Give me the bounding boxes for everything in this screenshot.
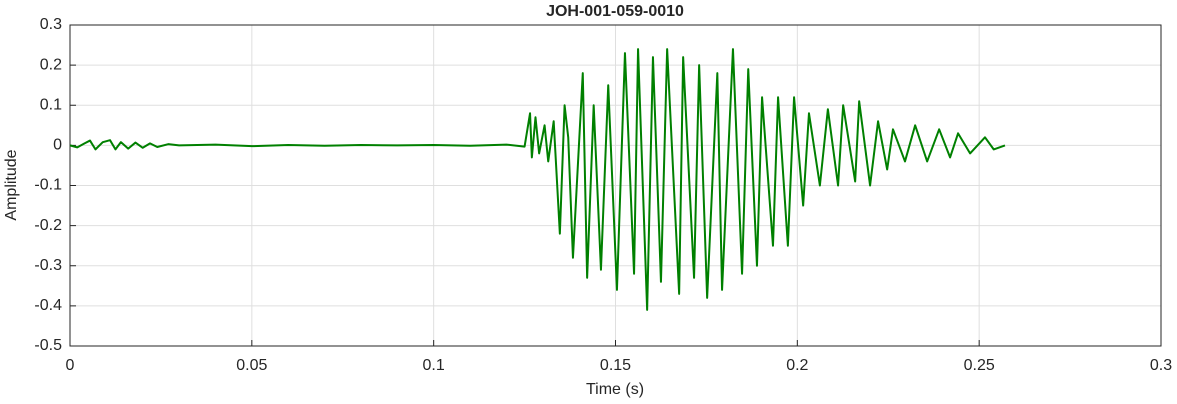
y-tick-label: 0 [53, 137, 62, 154]
y-tick-label: -0.5 [34, 337, 62, 354]
x-tick-label: 0.15 [600, 357, 631, 374]
x-tick-label: 0 [66, 357, 75, 374]
y-tick-label: -0.4 [34, 297, 62, 314]
y-tick-label: 0.1 [40, 96, 62, 113]
y-tick-label: -0.2 [34, 217, 62, 234]
y-tick-label: 0.2 [40, 56, 62, 73]
chart-title: JOH-001-059-0010 [546, 3, 684, 20]
x-tick-label: 0.1 [423, 357, 445, 374]
y-axis-label: Amplitude [3, 149, 20, 220]
x-tick-label: 0.3 [1150, 357, 1172, 374]
y-tick-label: -0.1 [34, 177, 62, 194]
y-tick-label: 0.3 [40, 16, 62, 33]
x-tick-label: 0.2 [786, 357, 808, 374]
waveform-line [69, 48, 1006, 311]
x-tick-label: 0.25 [964, 357, 995, 374]
axes-box [69, 24, 1162, 347]
x-tick-label: 0.05 [236, 357, 267, 374]
x-axis-label: Time (s) [586, 381, 644, 398]
y-tick-label: -0.3 [34, 257, 62, 274]
